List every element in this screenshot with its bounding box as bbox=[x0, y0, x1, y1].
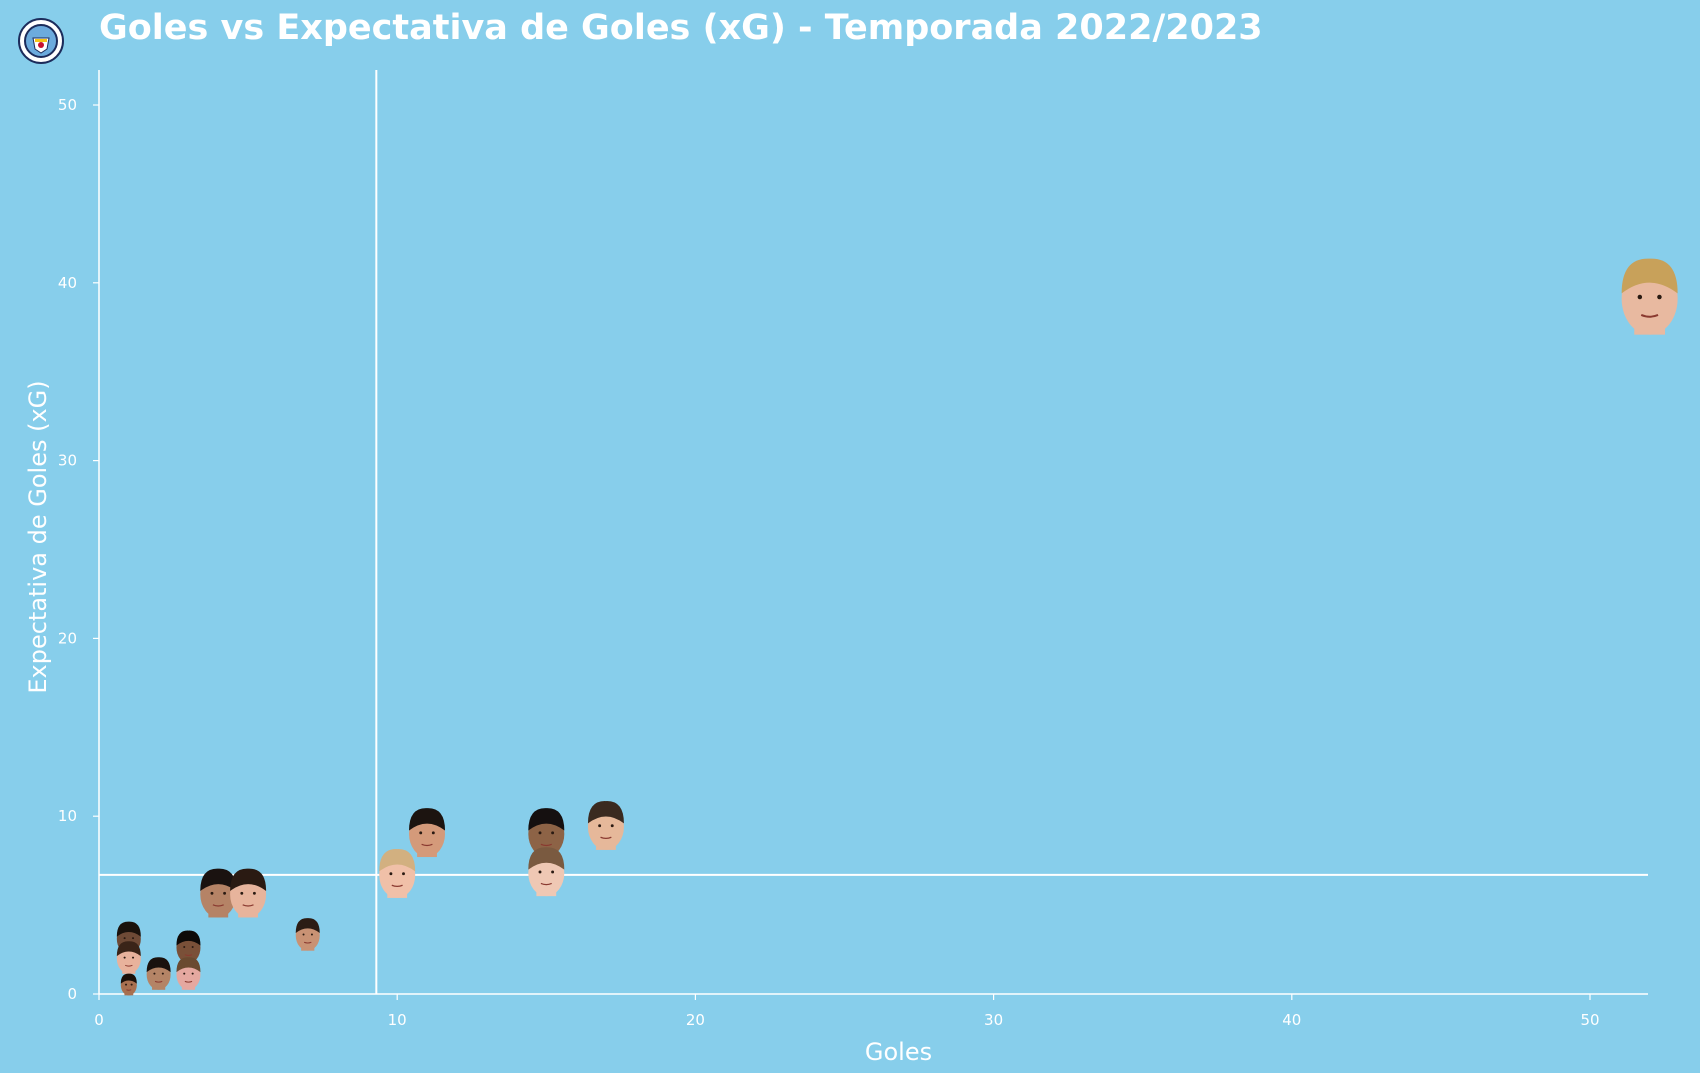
player-hair bbox=[116, 921, 141, 937]
data-point bbox=[295, 918, 320, 951]
player-hair bbox=[230, 868, 267, 891]
player-eye bbox=[310, 933, 313, 936]
axis-labels: Goles Expectativa de Goles (xG) bbox=[24, 380, 932, 1066]
player-eye bbox=[132, 937, 135, 940]
player-eye bbox=[125, 983, 128, 986]
x-tick-label: 0 bbox=[94, 1011, 104, 1029]
player-hair bbox=[200, 868, 237, 891]
data-point bbox=[200, 868, 237, 918]
data-point bbox=[528, 847, 565, 897]
reference-lines bbox=[99, 70, 1648, 994]
player-mouth bbox=[125, 964, 133, 967]
x-tick-label: 20 bbox=[686, 1011, 705, 1029]
x-tick-label: 30 bbox=[984, 1011, 1003, 1029]
player-mouth bbox=[540, 843, 552, 847]
player-eye bbox=[598, 824, 602, 828]
data-point bbox=[176, 957, 201, 990]
player-mouth bbox=[1640, 314, 1659, 318]
data-point bbox=[116, 941, 141, 974]
data-point bbox=[146, 957, 171, 990]
player-mouth bbox=[391, 884, 403, 888]
player-eye bbox=[402, 872, 405, 876]
manchester-city-crest-icon bbox=[18, 18, 64, 64]
player-mouth bbox=[126, 989, 132, 991]
player-mouth bbox=[600, 836, 612, 840]
player-mouth bbox=[303, 941, 312, 944]
axes: 0 10 20 30 40 50 0 10 20 30 40 50 bbox=[58, 70, 1648, 1029]
player-eye bbox=[389, 872, 393, 876]
player-eye bbox=[610, 824, 614, 828]
data-point bbox=[409, 808, 446, 858]
player-hair bbox=[120, 973, 137, 984]
player-eye bbox=[123, 937, 126, 940]
player-eye bbox=[538, 870, 542, 874]
player-hair bbox=[528, 847, 565, 870]
player-mouth bbox=[242, 904, 254, 907]
player-eye bbox=[431, 831, 435, 835]
player-mouth bbox=[421, 843, 433, 847]
player-eye bbox=[191, 972, 194, 975]
x-tick-label: 40 bbox=[1282, 1011, 1301, 1029]
player-hair bbox=[146, 957, 171, 973]
player-eye bbox=[223, 891, 227, 895]
player-mouth bbox=[540, 882, 552, 886]
player-eye bbox=[551, 870, 555, 874]
y-tick-label: 10 bbox=[58, 807, 77, 825]
player-hair bbox=[116, 941, 141, 957]
data-point bbox=[230, 868, 267, 918]
player-eye bbox=[130, 983, 133, 986]
data-point bbox=[120, 973, 137, 996]
player-eye bbox=[183, 972, 186, 975]
player-mouth bbox=[154, 980, 163, 983]
player-eye bbox=[1657, 294, 1662, 300]
x-tick-label: 50 bbox=[1580, 1011, 1599, 1029]
player-eye bbox=[123, 956, 126, 959]
player-eye bbox=[538, 831, 542, 835]
player-eye bbox=[551, 831, 555, 835]
data-points bbox=[116, 258, 1678, 996]
player-eye bbox=[132, 956, 135, 959]
player-mouth bbox=[184, 980, 193, 983]
y-tick-label: 50 bbox=[58, 96, 77, 114]
player-hair bbox=[176, 930, 201, 946]
chart-title: Goles vs Expectativa de Goles (xG) - Tem… bbox=[99, 8, 1263, 48]
y-tick-label: 30 bbox=[58, 452, 77, 470]
player-hair bbox=[295, 918, 320, 934]
player-eye bbox=[419, 831, 423, 835]
y-axis-title: Expectativa de Goles (xG) bbox=[24, 380, 52, 693]
player-hair bbox=[587, 801, 624, 824]
data-point bbox=[587, 801, 624, 850]
player-eye bbox=[252, 891, 256, 895]
player-hair bbox=[1621, 258, 1678, 294]
player-hair bbox=[528, 808, 565, 831]
player-hair bbox=[379, 849, 416, 872]
data-point bbox=[1621, 258, 1678, 335]
player-hair bbox=[176, 957, 201, 973]
player-eye bbox=[161, 972, 164, 975]
data-point bbox=[379, 849, 416, 898]
x-tick-label: 10 bbox=[388, 1011, 407, 1029]
y-tick-label: 20 bbox=[58, 629, 77, 647]
player-mouth bbox=[212, 904, 224, 907]
player-eye bbox=[1637, 294, 1643, 300]
player-hair bbox=[409, 808, 446, 831]
player-eye bbox=[240, 891, 244, 895]
x-axis-title: Goles bbox=[865, 1038, 932, 1066]
player-eye bbox=[210, 891, 214, 895]
player-eye bbox=[191, 946, 194, 949]
player-eye bbox=[183, 946, 186, 949]
y-tick-label: 0 bbox=[67, 985, 77, 1003]
y-tick-label: 40 bbox=[58, 274, 77, 292]
player-eye bbox=[153, 972, 156, 975]
player-mouth bbox=[184, 954, 193, 956]
player-eye bbox=[302, 933, 305, 936]
